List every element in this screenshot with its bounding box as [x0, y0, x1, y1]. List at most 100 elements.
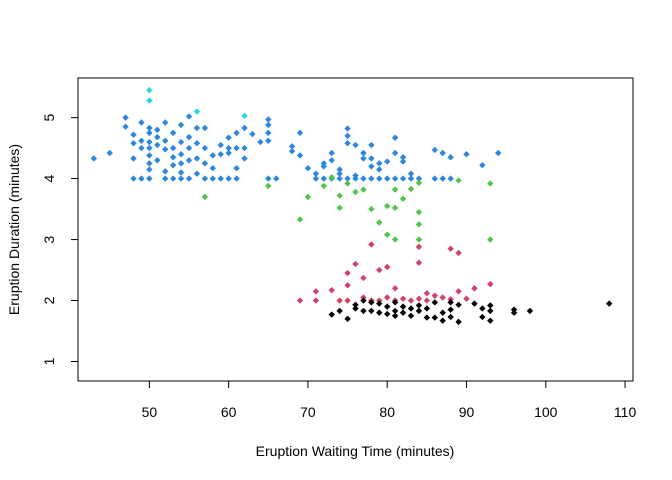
x-tick-label: 70 [300, 404, 316, 420]
data-point [296, 297, 304, 304]
data-point [368, 175, 375, 182]
data-point [185, 157, 193, 164]
data-point [312, 288, 320, 295]
data-point [391, 299, 399, 306]
data-point [384, 202, 391, 210]
data-point [138, 144, 145, 152]
data-point [328, 157, 335, 164]
data-point [336, 166, 343, 173]
data-point [423, 290, 431, 297]
data-point [209, 165, 216, 172]
data-point [146, 160, 153, 167]
data-point [162, 146, 169, 153]
data-point [384, 263, 391, 271]
data-point [415, 221, 423, 228]
data-point [360, 274, 367, 282]
data-point [495, 149, 502, 157]
data-point [336, 192, 343, 199]
data-point [177, 175, 185, 182]
data-point [146, 129, 153, 137]
data-point [162, 175, 169, 182]
data-point [487, 302, 494, 309]
data-point [352, 141, 359, 149]
data-point [510, 309, 518, 316]
data-point [233, 144, 240, 152]
data-point [320, 182, 327, 190]
data-point [312, 297, 320, 304]
data-point [360, 155, 367, 162]
data-point [146, 152, 153, 159]
data-point [352, 260, 359, 268]
data-point [138, 137, 145, 144]
data-point [193, 124, 201, 132]
data-point [233, 129, 240, 137]
data-point [391, 204, 399, 212]
data-points [90, 86, 613, 326]
data-point [209, 175, 216, 182]
data-point [185, 175, 193, 182]
data-point [415, 302, 423, 309]
data-point [169, 129, 177, 137]
data-point [368, 163, 375, 170]
data-point [336, 170, 343, 177]
data-point [130, 175, 137, 182]
data-point [368, 205, 375, 213]
data-point [415, 175, 423, 182]
data-point [439, 149, 446, 157]
data-point [415, 243, 423, 251]
data-point [391, 186, 399, 193]
data-point [257, 138, 264, 146]
data-point [384, 303, 391, 310]
data-point [368, 155, 375, 162]
data-point [407, 305, 415, 312]
y-tick-label: 1 [41, 357, 57, 365]
data-point [384, 231, 391, 238]
data-point [177, 138, 185, 146]
data-point [193, 170, 201, 177]
data-point [106, 149, 113, 157]
data-point [296, 129, 304, 137]
x-axis-title: Eruption Waiting Time (minutes) [256, 443, 455, 459]
data-point [391, 312, 399, 319]
data-point [376, 175, 383, 182]
data-point [376, 309, 383, 316]
data-point [193, 155, 201, 162]
data-point [399, 309, 407, 316]
data-point [344, 297, 351, 304]
data-point [241, 144, 248, 152]
x-axis: 50 60 70 80 90 100 110 [142, 380, 637, 420]
data-point [455, 318, 462, 326]
data-point [146, 166, 153, 173]
data-point [391, 149, 399, 157]
data-point [415, 208, 423, 216]
data-point [169, 154, 177, 161]
data-point [154, 126, 161, 134]
data-point [249, 130, 256, 138]
data-point [368, 241, 375, 248]
data-point [439, 294, 446, 301]
data-point [328, 174, 335, 181]
data-point [344, 315, 351, 323]
data-point [447, 306, 454, 313]
data-point [479, 161, 486, 169]
data-point [328, 149, 335, 157]
data-point [225, 134, 232, 141]
data-point [241, 155, 248, 162]
data-point [407, 170, 415, 177]
data-point [320, 175, 327, 182]
data-point [352, 188, 359, 196]
data-point [487, 280, 494, 288]
data-point [241, 112, 248, 119]
x-tick-label: 110 [614, 404, 637, 420]
data-point [439, 317, 446, 324]
data-point [399, 154, 407, 161]
data-point [217, 141, 224, 149]
data-point [265, 175, 272, 182]
data-point [217, 151, 224, 158]
data-point [201, 124, 209, 132]
data-point [399, 295, 407, 302]
data-point [455, 249, 462, 257]
data-point [193, 108, 201, 115]
data-point [146, 86, 153, 94]
